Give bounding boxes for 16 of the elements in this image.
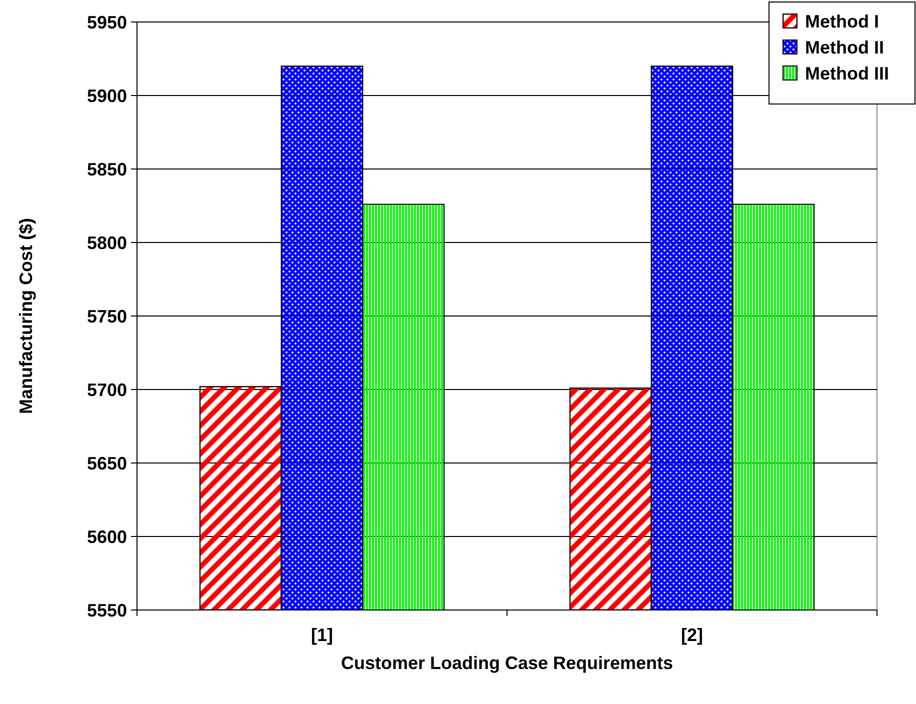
y-axis-title: Manufacturing Cost ($) xyxy=(16,218,36,414)
y-tick-label: 5850 xyxy=(86,159,127,180)
x-tick-label: [2] xyxy=(681,625,703,645)
legend-label: Method II xyxy=(805,37,884,58)
y-tick-label: 5950 xyxy=(86,12,127,32)
legend-label: Method III xyxy=(805,63,889,84)
y-tick-label: 5900 xyxy=(86,86,127,106)
y-tick-label: 5650 xyxy=(86,453,127,474)
y-tick-label: 5750 xyxy=(86,306,127,326)
legend-label: Method I xyxy=(805,11,879,32)
y-tick-label: 5550 xyxy=(86,600,127,620)
x-axis-title: Customer Loading Case Requirements xyxy=(340,653,674,673)
y-tick-label: 5700 xyxy=(86,380,127,400)
y-tick-label: 5800 xyxy=(86,232,127,253)
x-tick-label: [1] xyxy=(311,625,333,645)
y-tick-label: 5600 xyxy=(86,526,127,547)
